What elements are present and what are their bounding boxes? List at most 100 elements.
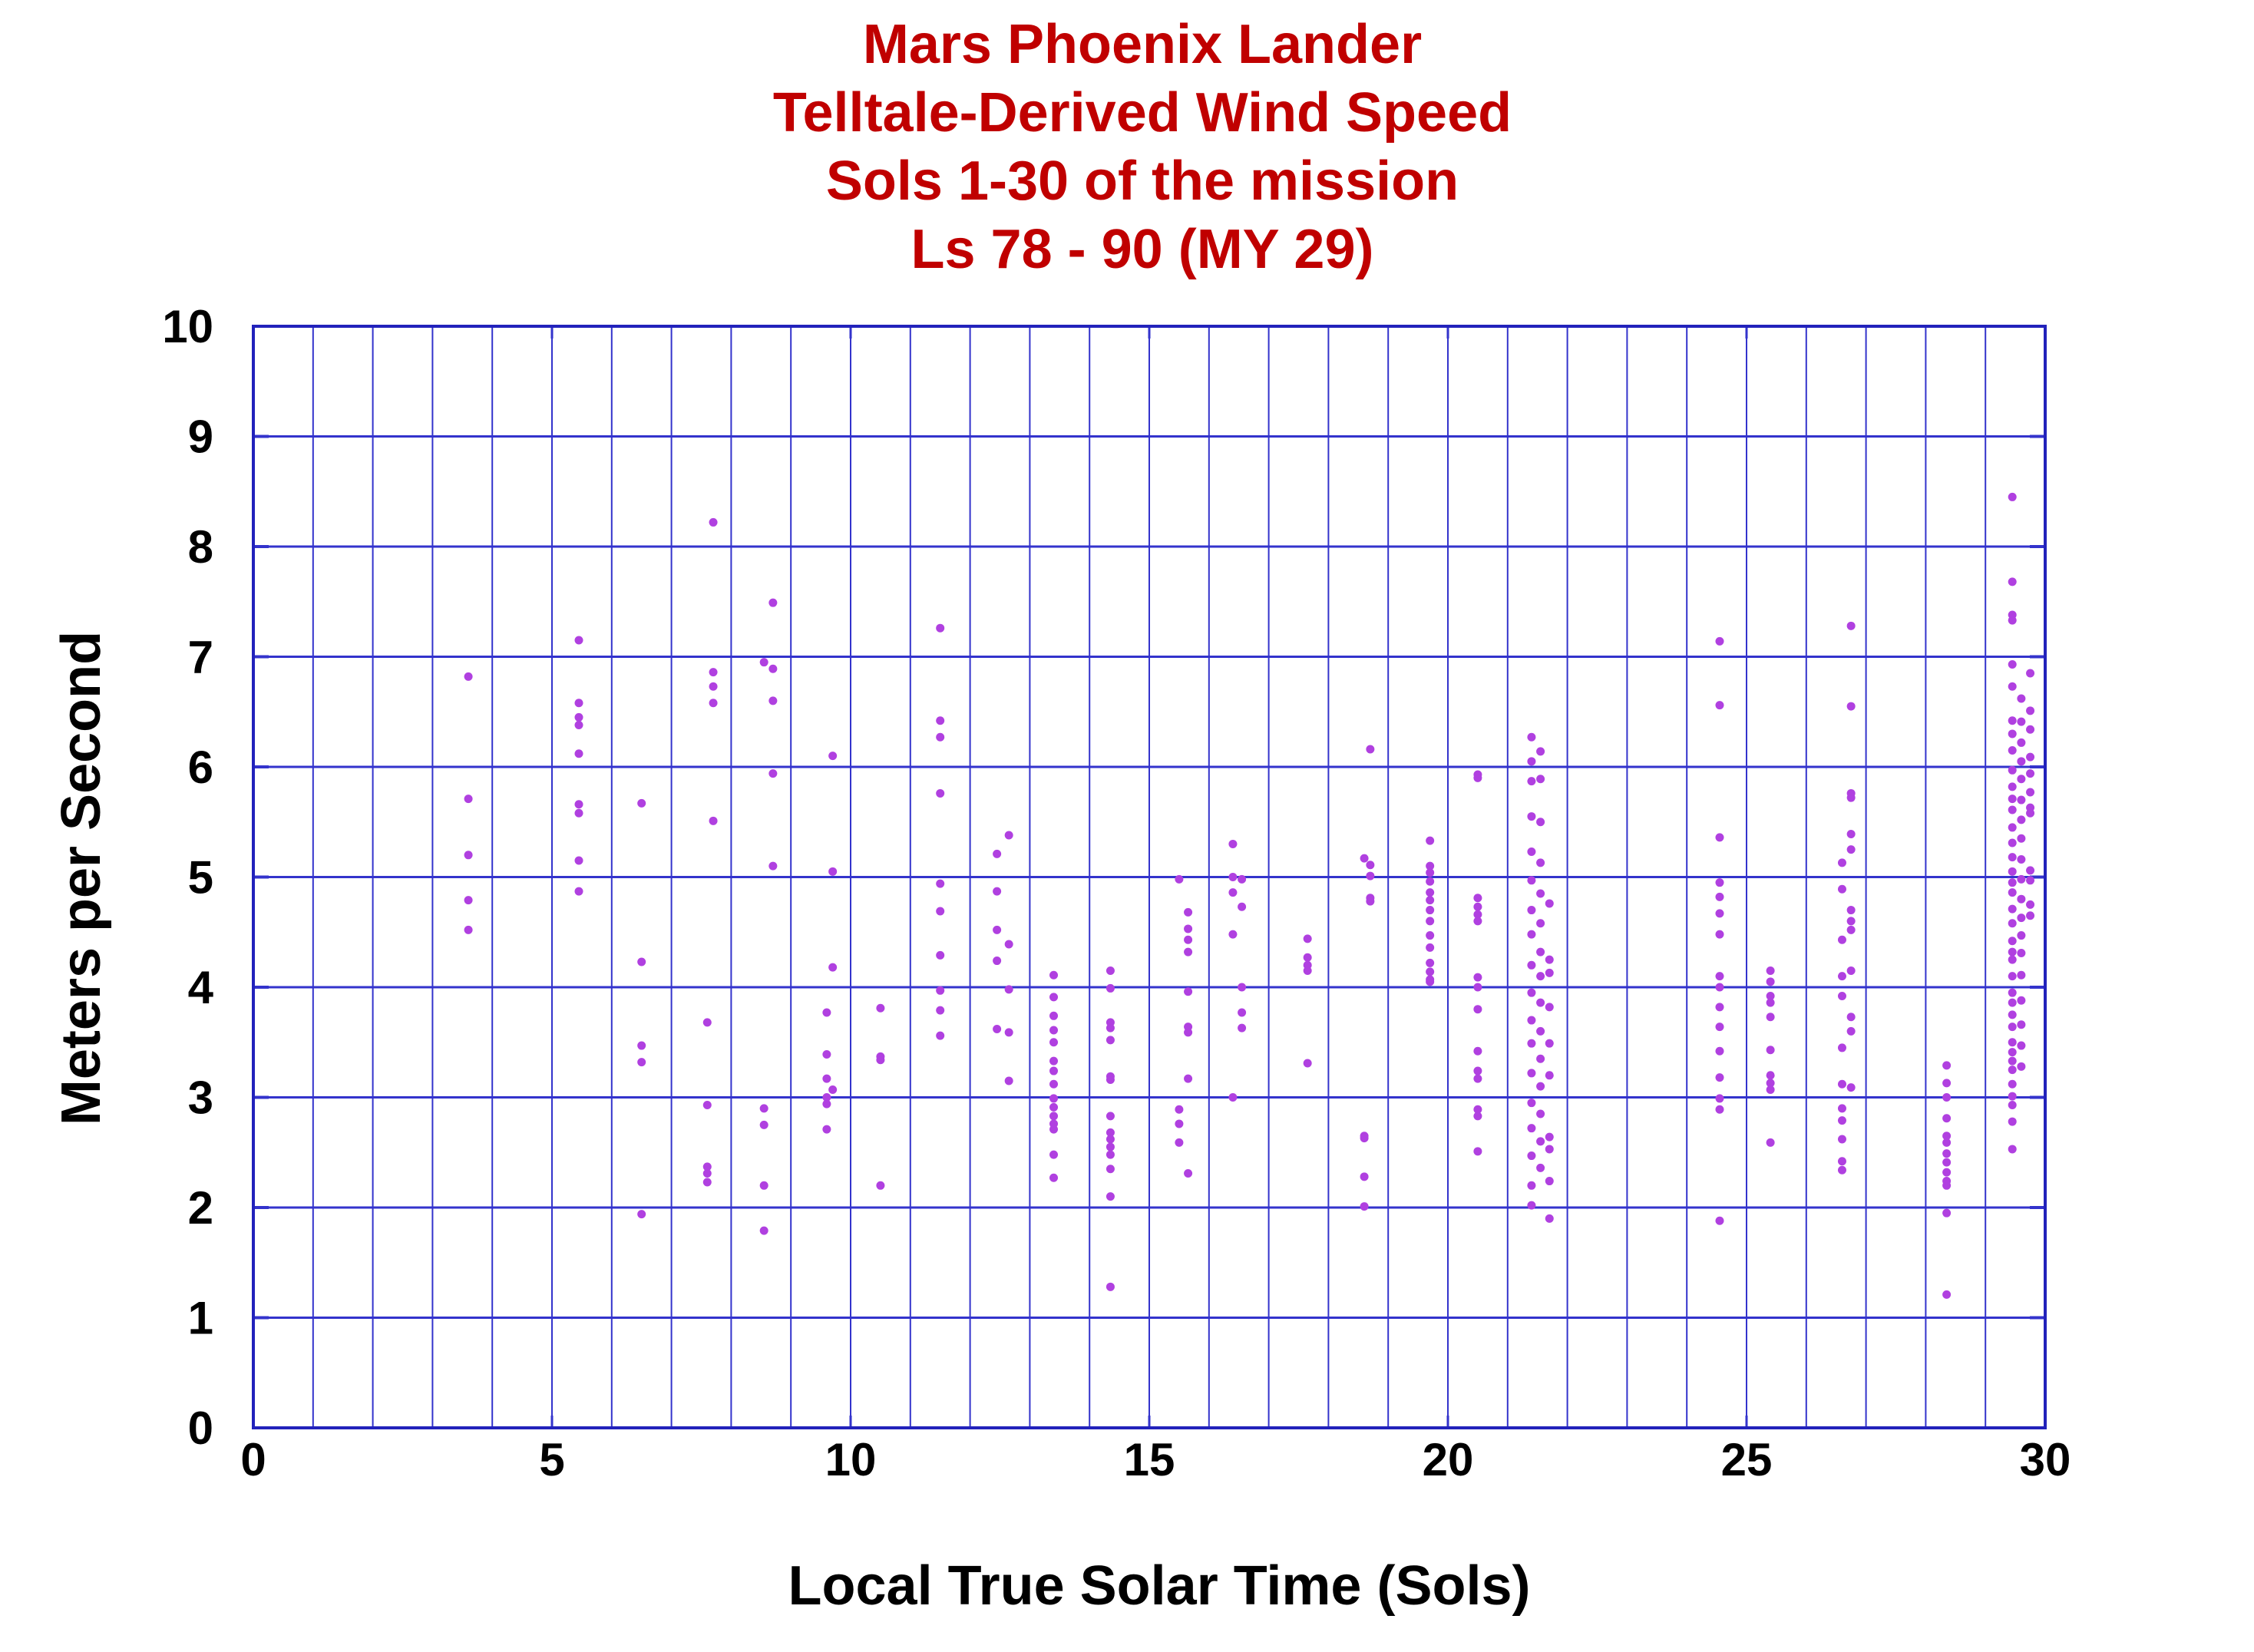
data-point (1715, 983, 1724, 992)
title-line-1: Mars Phoenix Lander (863, 14, 1422, 75)
data-point (1527, 1124, 1536, 1133)
data-point (1837, 991, 1846, 1000)
data-point (2008, 947, 2017, 957)
data-point (637, 1210, 646, 1219)
data-points (464, 492, 2035, 1299)
data-point (936, 1031, 945, 1040)
data-point (1715, 1073, 1724, 1082)
data-point (1536, 1109, 1545, 1118)
data-point (1106, 1165, 1115, 1174)
data-point (936, 1006, 945, 1015)
data-point (1837, 1116, 1846, 1125)
data-point (828, 963, 838, 972)
data-point (1942, 1061, 1952, 1070)
plot-frame (252, 325, 2047, 1429)
data-point (1004, 985, 1013, 994)
data-point (1942, 1158, 1952, 1167)
y-tick-label: 1 (188, 1293, 213, 1344)
data-point (993, 1025, 1002, 1034)
data-point (1228, 888, 1238, 897)
data-point (702, 1101, 712, 1110)
data-point (936, 623, 945, 633)
data-point (464, 896, 473, 905)
data-point (1228, 930, 1238, 939)
data-point (1545, 1177, 1554, 1186)
data-point (2008, 782, 2017, 791)
data-point (637, 798, 646, 808)
data-point (1837, 1165, 1846, 1175)
data-point (1715, 833, 1724, 842)
data-point (1766, 998, 1775, 1007)
y-tick-label: 2 (188, 1182, 213, 1234)
data-point (768, 598, 778, 607)
x-tick-label: 15 (1124, 1434, 1175, 1485)
y-tick-label: 6 (188, 742, 213, 793)
data-point (1536, 1054, 1545, 1063)
title-line-4: Ls 78 - 90 (MY 29) (911, 219, 1374, 280)
data-point (1715, 1216, 1724, 1225)
data-point (1942, 1290, 1952, 1299)
data-point (876, 1056, 885, 1065)
data-point (2008, 838, 2017, 847)
data-point (1837, 1079, 1846, 1089)
y-tick-labels: 0 1 2 3 4 5 6 7 8 9 10 (162, 301, 213, 1454)
data-point (1715, 972, 1724, 981)
data-point (828, 752, 838, 761)
data-point (2026, 876, 2035, 885)
data-point (936, 732, 945, 742)
data-point (2008, 1056, 2017, 1066)
data-point (1004, 1028, 1013, 1037)
data-point (1545, 1039, 1554, 1048)
data-point (1837, 1104, 1846, 1113)
data-point (1846, 906, 1856, 915)
data-point (2017, 996, 2026, 1005)
data-point (1527, 777, 1536, 786)
data-point (1049, 1150, 1059, 1159)
data-point (1942, 1138, 1952, 1147)
data-point (1049, 1094, 1059, 1103)
y-tick-label: 7 (188, 632, 213, 683)
data-point (2008, 1117, 2017, 1126)
data-point (1228, 873, 1238, 881)
data-point (993, 849, 1002, 858)
data-point (1715, 636, 1724, 646)
data-point (2026, 769, 2035, 778)
data-point (2008, 955, 2017, 964)
data-point (768, 696, 778, 705)
data-point (1184, 1074, 1193, 1083)
data-point (2017, 855, 2026, 864)
data-point (1360, 854, 1369, 863)
data-point (1473, 902, 1482, 911)
data-point (1527, 906, 1536, 915)
data-point (876, 1003, 885, 1013)
data-point (637, 957, 646, 966)
data-point (1715, 909, 1724, 918)
data-point (936, 716, 945, 725)
data-point (1846, 966, 1856, 975)
data-point (2008, 492, 2017, 501)
data-point (2017, 775, 2026, 784)
data-point (1106, 1036, 1115, 1045)
data-point (1366, 745, 1375, 754)
data-point (1106, 966, 1115, 975)
data-point (936, 907, 945, 916)
data-point (1049, 1038, 1059, 1047)
data-point (1942, 1114, 1952, 1123)
data-point (993, 957, 1002, 966)
data-point (1426, 877, 1435, 886)
data-point (2008, 729, 2017, 738)
data-point (822, 1093, 831, 1102)
data-point (1473, 1147, 1482, 1156)
y-tick-label: 5 (188, 852, 213, 904)
data-point (1360, 1202, 1369, 1211)
data-point (876, 1181, 885, 1190)
data-point (1238, 1023, 1247, 1032)
data-point (1473, 1112, 1482, 1121)
data-point (1473, 910, 1482, 919)
data-point (2008, 1145, 2017, 1154)
data-point (574, 699, 583, 708)
data-point (2008, 682, 2017, 691)
data-point (2017, 1041, 2026, 1050)
data-point (1106, 1128, 1115, 1137)
data-point (759, 658, 768, 667)
